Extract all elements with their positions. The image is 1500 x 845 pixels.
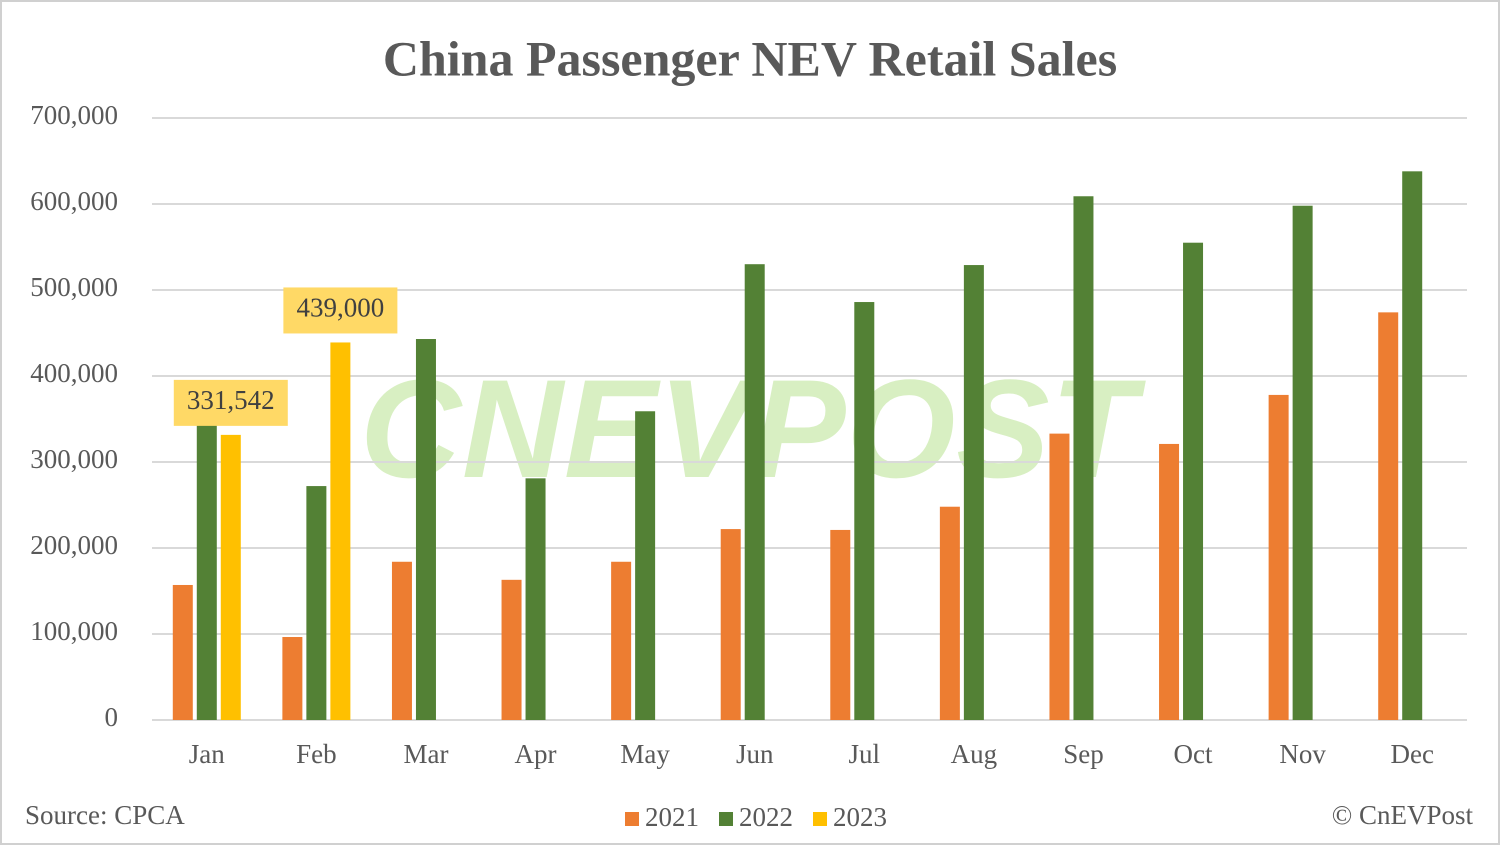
bar [1159, 443, 1180, 720]
data-label: 439,000 [297, 293, 385, 323]
bar [306, 486, 327, 720]
data-label: 331,542 [187, 385, 275, 415]
bar [330, 342, 351, 720]
bar [963, 265, 984, 720]
data-label-box [173, 379, 288, 426]
x-tick-label: Oct [1174, 739, 1213, 769]
bar [282, 637, 303, 720]
x-tick-label: Mar [403, 739, 448, 769]
chart-title: China Passenger NEV Retail Sales [383, 30, 1117, 86]
y-tick-label: 0 [105, 702, 119, 732]
bar [1073, 196, 1094, 720]
y-tick-label: 100,000 [30, 616, 118, 646]
y-tick-label: 300,000 [30, 444, 118, 474]
bar [1292, 205, 1313, 721]
credit: © CnEVPost [1332, 800, 1474, 830]
bar [1378, 312, 1399, 720]
x-tick-label: Dec [1390, 739, 1433, 769]
x-tick-label: Apr [515, 739, 557, 769]
x-tick-label: Jun [736, 739, 774, 769]
y-tick-label: 500,000 [30, 272, 118, 302]
y-tick-label: 400,000 [30, 358, 118, 388]
data-label-box [283, 287, 398, 334]
bar [635, 411, 656, 720]
bar [391, 561, 412, 720]
y-tick-label: 600,000 [30, 186, 118, 216]
y-tick-label: 200,000 [30, 530, 118, 560]
bar [525, 478, 546, 720]
x-tick-label: Aug [951, 739, 998, 769]
bar [1268, 394, 1289, 720]
legend-swatch [719, 812, 733, 826]
bar [415, 339, 436, 720]
bar [1183, 242, 1204, 720]
legend-label: 2022 [739, 802, 793, 832]
legend-swatch [813, 812, 827, 826]
legend-label: 2021 [645, 802, 699, 832]
bar [1402, 171, 1423, 720]
bar [939, 506, 960, 720]
y-tick-label: 700,000 [30, 100, 118, 130]
x-tick-label: Feb [296, 739, 337, 769]
bar [172, 584, 193, 720]
source: Source: CPCA [25, 800, 185, 830]
x-tick-label: Sep [1063, 739, 1104, 769]
bar [744, 264, 765, 720]
bar [1049, 433, 1070, 720]
bar [220, 434, 241, 720]
bar [501, 579, 522, 720]
x-tick-label: May [620, 739, 670, 769]
x-tick-label: Jan [189, 739, 225, 769]
legend-label: 2023 [833, 802, 887, 832]
bar [720, 529, 741, 720]
x-tick-label: Jul [849, 739, 881, 769]
bar [611, 561, 632, 720]
legend-swatch [625, 812, 639, 826]
bar [854, 302, 875, 720]
bar [830, 529, 851, 720]
x-tick-label: Nov [1279, 739, 1326, 769]
bar [196, 421, 217, 720]
